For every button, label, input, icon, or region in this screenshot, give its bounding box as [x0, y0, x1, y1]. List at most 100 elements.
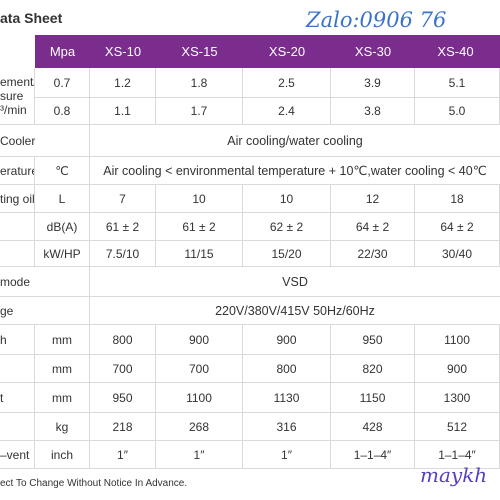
table-row-voltage: ge 220V/380V/415V 50Hz/60Hz: [0, 297, 500, 325]
unit-cell: dB(A): [35, 213, 90, 240]
mode-value: VSD: [282, 274, 308, 289]
pressure-cell: 0.8: [35, 98, 90, 124]
row-label-height: t: [0, 383, 35, 412]
label-line: sure: [0, 89, 24, 103]
table-row: 0.7 1.2 1.8 2.5 3.9 5.1: [35, 68, 500, 98]
table-cell: 950: [331, 325, 415, 354]
label-line: ³/min: [0, 103, 27, 117]
table-row: 0.8 1.1 1.7 2.4 3.8 5.0: [35, 98, 500, 125]
table-row-temperature: erature ℃ Air cooling < environmental te…: [0, 157, 500, 185]
table-cell: 1100: [415, 325, 500, 354]
unit-cell: kW/HP: [35, 241, 90, 266]
table-row-length: h mm 800 900 900 950 1100: [0, 325, 500, 355]
unit-cell: L: [35, 185, 90, 212]
table-row-width: mm 700 700 800 820 900: [0, 355, 500, 383]
row-label-temperature: erature: [0, 157, 35, 184]
table-cell: 62 ± 2: [243, 213, 331, 240]
unit-cell: mm: [35, 325, 90, 354]
table-cell: 820: [331, 355, 415, 382]
footnote: ect To Change Without Notice In Advance.: [0, 478, 188, 489]
table-row-mode: mode VSD: [0, 267, 500, 297]
table-cell: 10: [156, 185, 243, 212]
temperature-value: Air cooling < environmental temperature …: [103, 164, 487, 178]
header-unit: Mpa: [49, 44, 76, 59]
row-label-length: h: [0, 325, 35, 354]
header-model-3: XS-20: [268, 44, 306, 59]
header-model-1: XS-10: [104, 44, 142, 59]
header-blank-cell: [0, 35, 35, 68]
table-cell: 7: [90, 185, 156, 212]
table-cell: 12: [331, 185, 415, 212]
table-cell: 61 ± 2: [90, 213, 156, 240]
table-cell: 3.9: [331, 68, 415, 97]
table-cell: 1300: [415, 383, 500, 412]
table-cell: 700: [90, 355, 156, 382]
unit-cell: kg: [35, 413, 90, 440]
unit-cell: mm: [35, 383, 90, 412]
row-label-voltage: ge: [0, 297, 90, 324]
header-edge: [496, 35, 500, 68]
row-label-oil: ting oil: [0, 185, 35, 212]
table-cell: 428: [331, 413, 415, 440]
table-row-vent: –vent inch 1″ 1″ 1″ 1–1–4″ 1–1–4″: [0, 441, 500, 469]
table-cell: 1″: [243, 441, 331, 468]
watermark-brand: maykh: [420, 463, 488, 487]
pressure-cell: 0.7: [35, 68, 90, 97]
row-label-displacement: ement/ sure ³/min: [0, 68, 35, 124]
table-cell: 5.0: [415, 98, 500, 124]
table-cell: 3.8: [331, 98, 415, 124]
table-row-cooler: Cooler Air cooling/water cooling: [0, 125, 500, 157]
table-cell: 5.1: [415, 68, 500, 97]
table-cell: 15/20: [243, 241, 331, 266]
table-cell: 2.5: [243, 68, 331, 97]
row-label-vent: –vent: [0, 441, 35, 468]
table-cell: 512: [415, 413, 500, 440]
table-cell: 950: [90, 383, 156, 412]
table-cell: 2.4: [243, 98, 331, 124]
unit-cell: ℃: [35, 157, 90, 184]
table-cell: 700: [156, 355, 243, 382]
table-cell: 1.8: [156, 68, 243, 97]
table-row-oil: ting oil L 7 10 10 12 18: [0, 185, 500, 213]
label-line: ement/: [0, 75, 35, 89]
table-cell: 64 ± 2: [331, 213, 415, 240]
table-cell: 1.2: [90, 68, 156, 97]
header-model-2: XS-15: [181, 44, 218, 59]
table-row-power: kW/HP 7.5/10 11/15 15/20 22/30 30/40: [0, 241, 500, 267]
header-model-5: XS-40: [437, 44, 474, 59]
table-header: Mpa XS-10 XS-15 XS-20 XS-30 XS-40: [0, 35, 500, 68]
table-cell: 1.1: [90, 98, 156, 124]
table-cell: 1–1–4″: [331, 441, 415, 468]
table-cell: 1″: [156, 441, 243, 468]
table-cell: 1″: [90, 441, 156, 468]
row-label-power: [0, 241, 35, 266]
row-label-cooler: Cooler: [0, 125, 90, 156]
table-cell: 7.5/10: [90, 241, 156, 266]
row-label-noise: [0, 213, 35, 240]
table-cell: 800: [90, 325, 156, 354]
table-cell: 22/30: [331, 241, 415, 266]
table-cell: 900: [156, 325, 243, 354]
table-cell: 18: [415, 185, 500, 212]
table-cell: 1.7: [156, 98, 243, 124]
watermark-contact: Zalo:0906 76: [306, 8, 447, 32]
table-cell: 1150: [331, 383, 415, 412]
table-cell: 1100: [156, 383, 243, 412]
row-label-mode: mode: [0, 267, 90, 296]
table-cell: 11/15: [156, 241, 243, 266]
table-cell: 268: [156, 413, 243, 440]
table-row-height: t mm 950 1100 1130 1150 1300: [0, 383, 500, 413]
page-title: ata Sheet: [0, 10, 63, 26]
table-row-weight: kg 218 268 316 428 512: [0, 413, 500, 441]
row-label-weight: [0, 413, 35, 440]
table-cell: 900: [415, 355, 500, 382]
cooler-value: Air cooling/water cooling: [227, 133, 363, 148]
table-cell: 10: [243, 185, 331, 212]
table-cell: 30/40: [415, 241, 500, 266]
table-cell: 316: [243, 413, 331, 440]
unit-cell: mm: [35, 355, 90, 382]
table-row-noise: dB(A) 61 ± 2 61 ± 2 62 ± 2 64 ± 2 64 ± 2: [0, 213, 500, 241]
table-cell: 800: [243, 355, 331, 382]
row-label-width: [0, 355, 35, 382]
table-cell: 900: [243, 325, 331, 354]
